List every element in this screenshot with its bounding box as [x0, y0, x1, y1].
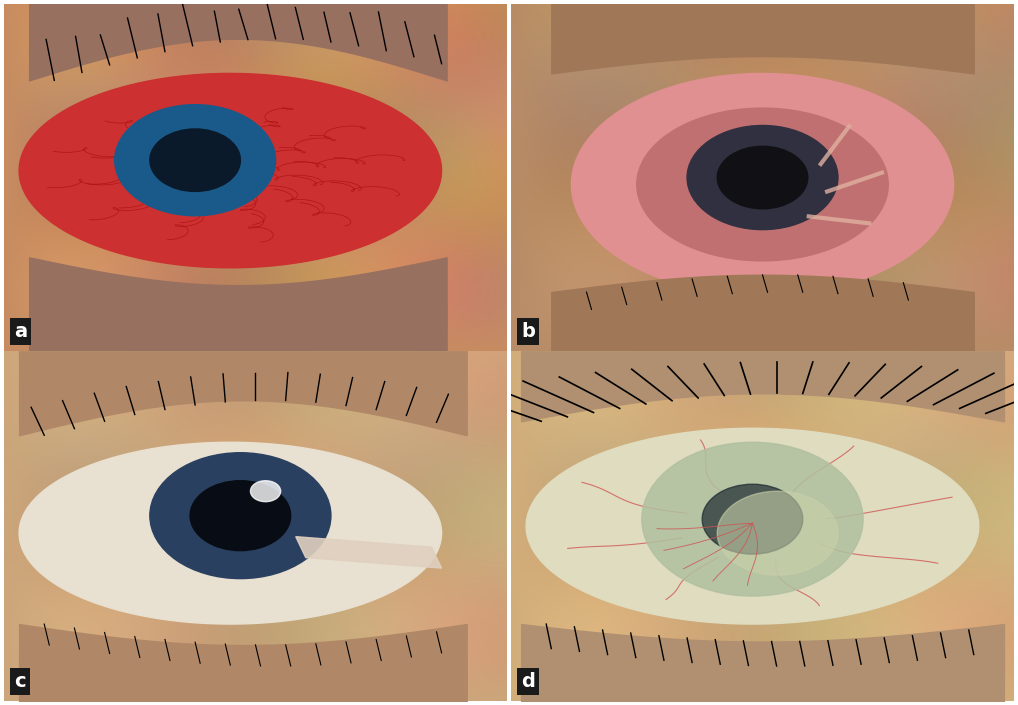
- Circle shape: [718, 491, 838, 575]
- Text: d: d: [521, 672, 535, 691]
- Circle shape: [115, 104, 276, 216]
- Circle shape: [718, 147, 808, 209]
- Text: b: b: [521, 322, 535, 341]
- Polygon shape: [571, 73, 954, 295]
- Polygon shape: [295, 537, 442, 568]
- Circle shape: [250, 481, 281, 502]
- Polygon shape: [526, 428, 978, 624]
- Circle shape: [150, 129, 240, 192]
- Polygon shape: [637, 108, 889, 261]
- Circle shape: [190, 481, 291, 551]
- Polygon shape: [19, 73, 442, 268]
- Circle shape: [150, 453, 331, 579]
- Text: c: c: [14, 672, 25, 691]
- Polygon shape: [19, 442, 442, 624]
- Text: a: a: [14, 322, 27, 341]
- Circle shape: [641, 442, 863, 596]
- Circle shape: [702, 484, 803, 554]
- Circle shape: [687, 125, 838, 230]
